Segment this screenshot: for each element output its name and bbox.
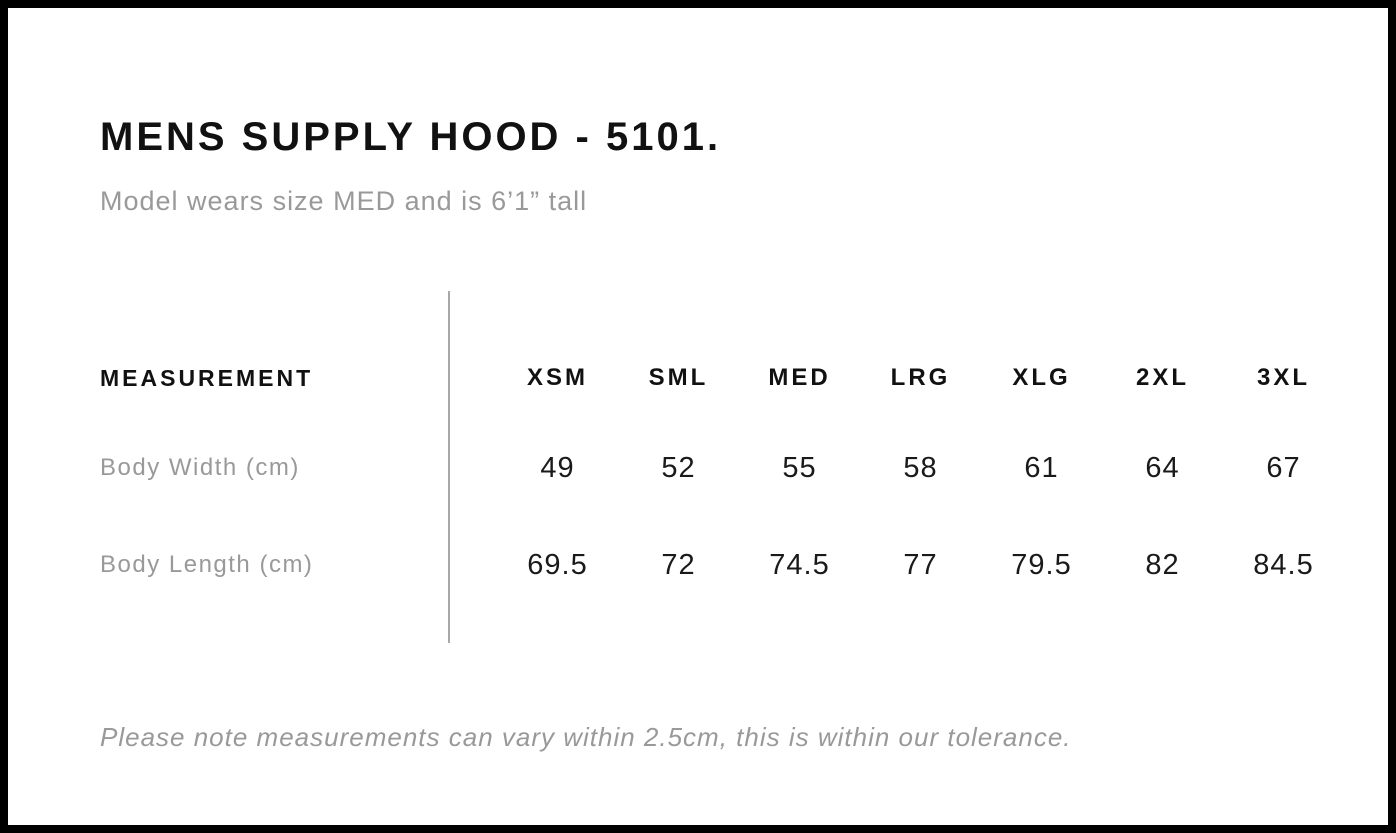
size-column-header-med: MED xyxy=(768,364,831,391)
body-width-value-2xl: 64 xyxy=(1145,451,1180,484)
tolerance-note: Please note measurements can vary within… xyxy=(100,722,1072,752)
page-title: MENS SUPPLY HOOD - 5101. xyxy=(100,115,722,159)
table-row-body-width: Body Width (cm) 49 52 55 58 61 64 67 xyxy=(100,448,1344,488)
body-width-value-3xl: 67 xyxy=(1266,451,1301,484)
size-column-header-2xl: 2XL xyxy=(1135,364,1189,391)
body-length-value-3xl: 84.5 xyxy=(1253,548,1314,581)
size-column-header-xsm: XSM xyxy=(526,364,588,391)
size-table-header-row: MEASUREMENT XSM SML MED LRG XLG 2XL 3XL xyxy=(100,358,1344,398)
body-length-value-xsm: 69.5 xyxy=(527,548,588,581)
body-width-value-cells: 49 52 55 58 61 64 67 xyxy=(448,452,1344,485)
size-header-cells: XSM SML MED LRG XLG 2XL 3XL xyxy=(448,364,1344,392)
body-width-value-med: 55 xyxy=(782,451,817,484)
size-column-header-lrg: LRG xyxy=(890,364,951,391)
body-width-value-lrg: 58 xyxy=(903,451,938,484)
body-width-value-xsm: 49 xyxy=(540,451,575,484)
size-column-header-xlg: XLG xyxy=(1012,364,1071,391)
table-vertical-divider xyxy=(448,291,450,643)
body-length-value-xlg: 79.5 xyxy=(1011,548,1072,581)
row-label-body-width: Body Width (cm) xyxy=(100,454,300,481)
measurement-column-header: MEASUREMENT xyxy=(100,364,314,391)
body-length-value-cells: 69.5 72 74.5 77 79.5 82 84.5 xyxy=(448,549,1344,582)
table-row-body-length: Body Length (cm) 69.5 72 74.5 77 79.5 82… xyxy=(100,545,1344,585)
size-column-header-sml: SML xyxy=(648,364,709,391)
body-length-value-2xl: 82 xyxy=(1145,548,1180,581)
body-length-value-med: 74.5 xyxy=(769,548,830,581)
body-width-value-sml: 52 xyxy=(661,451,696,484)
model-info-subtitle: Model wears size MED and is 6’1” tall xyxy=(100,186,588,216)
body-length-value-lrg: 77 xyxy=(903,548,938,581)
body-length-value-sml: 72 xyxy=(661,548,696,581)
row-label-body-length: Body Length (cm) xyxy=(100,551,314,578)
body-width-value-xlg: 61 xyxy=(1024,451,1059,484)
size-column-header-3xl: 3XL xyxy=(1256,364,1310,391)
